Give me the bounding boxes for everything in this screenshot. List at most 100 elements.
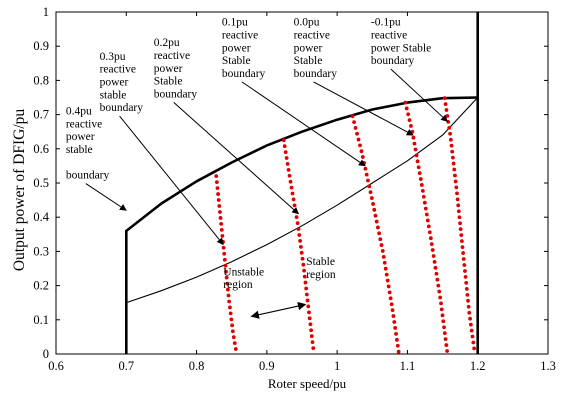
boundary-dot: [219, 222, 224, 226]
boundary-dot: [447, 125, 452, 130]
boundary-dot: [224, 275, 229, 280]
boundary-dot: [466, 298, 470, 303]
boundary-dot: [303, 280, 308, 285]
boundary-dot: [392, 320, 397, 324]
annotation-text: reactive: [294, 29, 330, 41]
annotation-text: stable: [100, 89, 127, 101]
boundary-dot: [396, 349, 401, 354]
boundary-dot: [363, 166, 368, 171]
boundary-dot: [350, 114, 355, 119]
boundary-dot: [467, 310, 472, 315]
boundary-dot: [290, 191, 295, 196]
boundary-dot: [355, 131, 359, 136]
boundary-dot: [444, 343, 449, 347]
boundary-dot: [225, 281, 230, 286]
annotation-text: 0.4pu: [66, 106, 92, 118]
boundary-dot: [307, 316, 312, 321]
boundary-dot: [307, 310, 311, 315]
boundary-dot: [390, 308, 395, 313]
boundary-dot: [380, 249, 385, 253]
boundary-dot: [381, 254, 386, 259]
boundary-dot: [233, 347, 238, 351]
boundary-dot: [403, 100, 408, 105]
boundary-dot: [468, 322, 473, 327]
boundary-dot: [281, 138, 286, 143]
annotation-text: reactive: [222, 29, 258, 41]
boundary-dot: [466, 304, 471, 309]
boundary-dot: [219, 227, 224, 232]
boundary-dot: [451, 155, 455, 160]
annotation-text: 0.0pu: [294, 17, 320, 29]
boundary-dot: [427, 230, 432, 235]
series-boundary-0.2pu: [281, 138, 316, 351]
boundary-dot: [299, 250, 304, 255]
boundary-dot: [372, 207, 377, 212]
boundary-dot: [385, 278, 390, 283]
boundary-dot: [287, 173, 292, 178]
boundary-dot: [282, 144, 287, 149]
boundary-dot: [286, 167, 291, 172]
series-boundary-0.3pu: [214, 174, 238, 351]
boundary-dot: [459, 239, 464, 244]
y-tick-label: 0.8: [33, 73, 49, 87]
annotation-text: Stable: [154, 76, 183, 88]
boundary-dot: [414, 153, 419, 158]
boundary-dot: [454, 185, 459, 190]
boundary-dot: [299, 244, 303, 249]
boundary-dot: [463, 269, 467, 273]
boundary-dot: [416, 165, 421, 170]
annotation-text: power: [222, 42, 251, 54]
x-tick-label: 1.1: [400, 359, 416, 373]
boundary-dot: [221, 245, 226, 250]
boundary-dot: [406, 112, 411, 117]
annotation-text: boundary: [294, 68, 338, 80]
boundary-dot: [374, 219, 379, 224]
boundary-dot: [226, 287, 230, 292]
boundary-dot: [218, 216, 223, 220]
annotation-text: 0.2pu: [154, 37, 180, 49]
boundary-dot: [376, 225, 380, 230]
boundary-dot: [472, 346, 477, 351]
annotation-text: power: [100, 76, 129, 88]
boundary-dot: [368, 190, 373, 195]
annotation-text: boundary: [371, 55, 415, 67]
boundary-dot: [230, 329, 235, 334]
y-tick-label: 0.3: [33, 244, 49, 258]
boundary-dot: [464, 286, 469, 291]
boundary-dot: [457, 215, 462, 220]
boundary-dot: [309, 328, 314, 333]
boundary-dot: [389, 302, 394, 307]
boundary-dot: [456, 203, 461, 208]
x-tick-label: 1.3: [540, 359, 556, 373]
boundary-dot: [415, 159, 420, 164]
boundary-dot: [301, 262, 306, 267]
boundary-dot: [429, 242, 434, 247]
boundary-dot: [310, 340, 315, 345]
boundary-dot: [470, 334, 475, 339]
boundary-dot: [228, 305, 232, 310]
series-boundary-0.1pu: [350, 114, 401, 354]
boundary-dot: [471, 340, 476, 345]
boundary-dot: [410, 129, 415, 134]
boundary-dot: [423, 206, 428, 211]
y-axis-title: Output power of DFIG/pu: [11, 109, 28, 272]
x-tick-label: 0.7: [118, 359, 134, 373]
annotation-text: Stable: [222, 55, 251, 67]
boundary-dot: [461, 257, 466, 261]
boundary-dot: [442, 331, 447, 336]
boundary-dot: [439, 301, 443, 306]
boundary-dot: [218, 210, 222, 214]
boundary-dot: [407, 118, 412, 123]
boundary-dot: [445, 349, 450, 353]
boundary-dot: [305, 298, 310, 303]
y-tick-label: 0.4: [33, 210, 49, 224]
annotation-text: -0.1pu: [371, 17, 401, 29]
boundary-dot: [443, 337, 448, 342]
annotation-text: reactive: [154, 50, 190, 62]
boundary-dot: [430, 248, 435, 252]
boundary-dot: [461, 251, 466, 255]
boundary-dot: [460, 245, 465, 249]
x-tick-label: 0.8: [189, 359, 205, 373]
x-tick-label: 0.6: [48, 359, 64, 373]
